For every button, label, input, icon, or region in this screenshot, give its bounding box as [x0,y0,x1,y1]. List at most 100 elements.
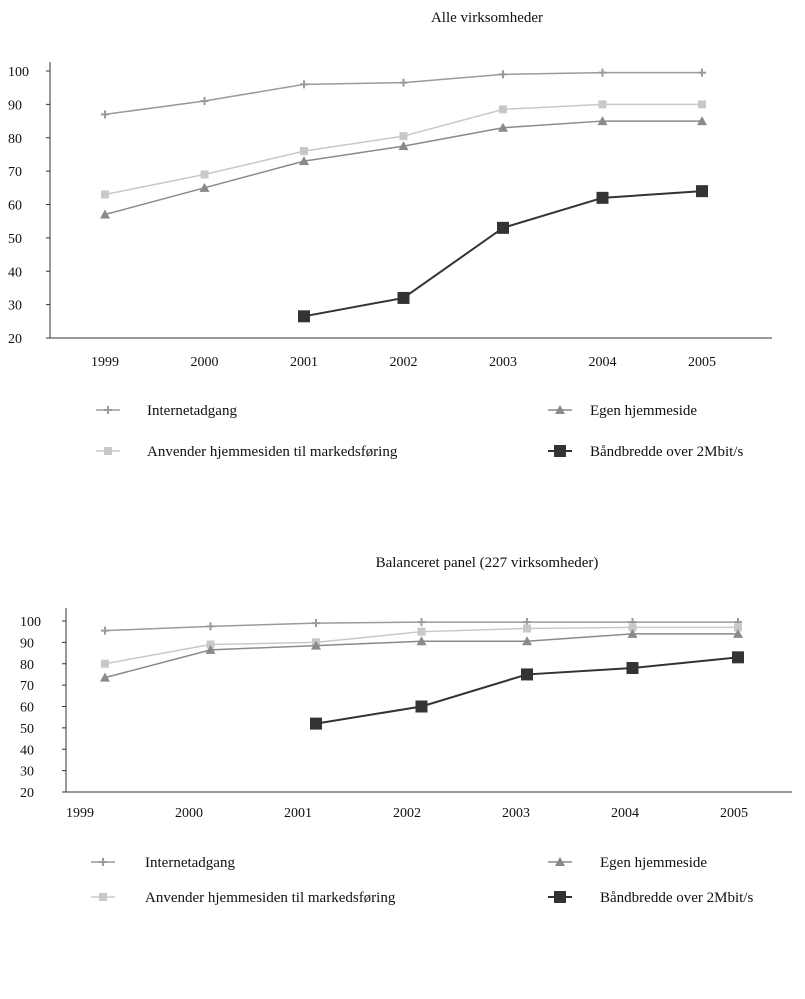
legend-label: Internetadgang [145,855,235,871]
series-2 [100,116,707,219]
data-point [200,170,209,179]
series-1 [101,100,706,199]
data-point [399,78,408,87]
data-point [628,623,637,632]
data-point [397,291,410,304]
data-point [206,622,215,631]
x-tick-label: 2001 [290,355,318,370]
legend-label: Internetadgang [147,403,237,419]
y-tick-label: 80 [8,132,22,147]
y-tick-label: 40 [20,743,34,758]
data-point [698,68,706,77]
data-point [598,100,607,109]
x-tick-label: 2002 [393,806,421,821]
y-tick-label: 50 [20,722,34,737]
y-tick-label: 90 [20,636,34,651]
x-tick-label: 2004 [589,355,617,370]
data-point [523,624,531,633]
y-tick-label: 100 [8,65,29,80]
legend-entry: Egen hjemmeside [548,403,697,419]
data-point [311,640,321,650]
data-point [310,717,322,730]
legend-entry: Internetadgang [91,855,235,871]
chart-title: Balanceret panel (227 virksomheder) [376,555,599,571]
series-line [315,656,739,725]
data-point [101,190,109,199]
x-tick-label: 2003 [502,806,530,821]
data-point [298,310,310,323]
legend-label: Egen hjemmeside [600,855,707,871]
y-tick-label: 100 [20,615,41,630]
data-point [497,221,509,234]
data-point [399,132,408,141]
x-tick-label: 2000 [191,355,219,370]
y-tick-label: 70 [8,165,22,180]
data-point [300,147,308,156]
legend-label: Egen hjemmeside [590,403,697,419]
legend-label: Anvender hjemmesiden til markedsføring [145,890,396,906]
data-point [417,618,426,627]
legend-label: Båndbredde over 2Mbit/s [590,444,743,460]
data-point [499,70,507,79]
data-point [101,626,109,635]
legend-entry: Anvender hjemmesiden til markedsføring [91,890,396,906]
data-point [697,116,707,126]
x-tick-label: 2000 [175,806,203,821]
data-point [398,141,409,151]
legend-marker [555,405,565,414]
x-tick-label: 2002 [390,355,418,370]
y-tick-label: 60 [8,199,22,214]
data-point [312,619,320,628]
legend-entry: Internetadgang [96,403,237,419]
y-tick-label: 20 [20,786,34,801]
legend-entry: Anvender hjemmesiden til markedsføring [96,444,398,460]
data-point [733,628,743,638]
legend-entry: Båndbredde over 2Mbit/s [548,890,753,906]
data-point [206,640,215,649]
data-point [101,659,109,668]
chart-balanceret-panel: Balanceret panel (227 virksomheder) 100 90… [0,540,805,999]
y-tick-label: 70 [20,679,34,694]
data-point [627,628,638,638]
data-point [596,191,609,204]
data-point [100,672,110,682]
legend-marker [554,891,566,903]
y-tick-label: 30 [8,299,22,314]
data-point [734,623,742,632]
data-point [415,700,428,713]
y-tick-label: 60 [20,701,34,716]
series-1 [101,623,742,668]
data-point [696,185,708,198]
data-point [205,644,216,654]
data-point [498,122,508,132]
y-tick-label: 50 [8,232,22,247]
data-point [499,105,507,114]
data-point [522,636,532,646]
data-point [598,68,607,77]
legend-label: Anvender hjemmesiden til markedsføring [147,444,398,460]
data-point [626,662,639,675]
data-point [416,636,427,646]
data-point [100,209,110,219]
chart-title: Alle virksomheder [431,10,543,26]
y-tick-label: 20 [8,332,22,347]
series-2 [100,628,743,682]
chart-alle-virksomheder: Alle virksomheder 100 90 80 70 60 50 40 30 20 1999… [0,0,805,480]
data-point [200,97,209,106]
legend-marker [104,447,112,455]
data-point [732,651,744,664]
chart-1-svg: Alle virksomheder 100 90 80 70 60 50 40 30 20 1999… [8,10,772,460]
legend-label: Båndbredde over 2Mbit/s [600,890,753,906]
legend-marker [555,857,565,866]
series-0 [101,68,706,119]
y-tick-label: 40 [8,265,22,280]
x-tick-label: 2003 [489,355,517,370]
y-tick-label: 80 [20,658,34,673]
x-tick-label: 2001 [284,806,312,821]
x-tick-label: 1999 [66,806,94,821]
y-tick-label: 30 [20,765,34,780]
legend-marker [104,406,112,414]
legend-marker [554,445,566,457]
legend-entry: Egen hjemmeside [548,855,707,871]
legend-marker [99,893,107,901]
